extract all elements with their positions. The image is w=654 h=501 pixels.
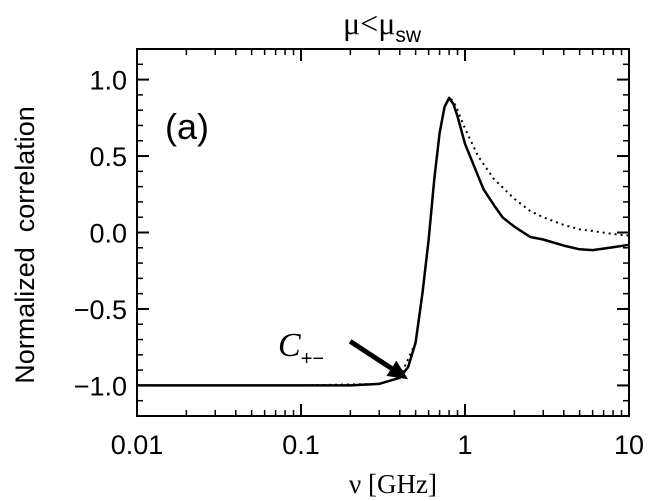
annotation-sub: +−	[301, 348, 324, 370]
annotation-main: C	[278, 327, 301, 364]
y-tick-label: 0.5	[89, 142, 127, 172]
y-tick-label: −1.0	[74, 371, 127, 401]
annotation-arrow	[348, 339, 409, 380]
axis-ticks	[136, 49, 630, 416]
arrow-head	[386, 360, 409, 380]
y-tick-label: 1.0	[89, 66, 127, 96]
arrow-shaft	[348, 339, 393, 371]
x-tick-label: 0.1	[282, 430, 320, 460]
y-tick-label: 0.0	[89, 219, 127, 249]
y-axis-label: Normalized correlation	[10, 106, 40, 384]
chart-title-sub: sw	[395, 24, 422, 47]
chart-title: μ<μsw	[343, 5, 422, 47]
tick-labels: 0.01 0.1 1 10 1.0 0.5 0.0 −0.5 −1.0	[74, 66, 644, 460]
x-tick-label: 10	[614, 430, 644, 460]
chart-title-main: μ<μ	[343, 5, 395, 41]
x-tick-label: 0.01	[111, 430, 164, 460]
annotation-label: C+−	[278, 327, 324, 370]
series-model-dotted-line	[137, 96, 630, 387]
x-axis-label: ν [GHz]	[349, 469, 437, 499]
series-measured-line	[137, 96, 630, 387]
x-tick-label: 1	[457, 430, 472, 460]
y-tick-label: −0.5	[74, 295, 127, 325]
data-series	[137, 96, 630, 387]
panel-label: (a)	[165, 106, 209, 147]
